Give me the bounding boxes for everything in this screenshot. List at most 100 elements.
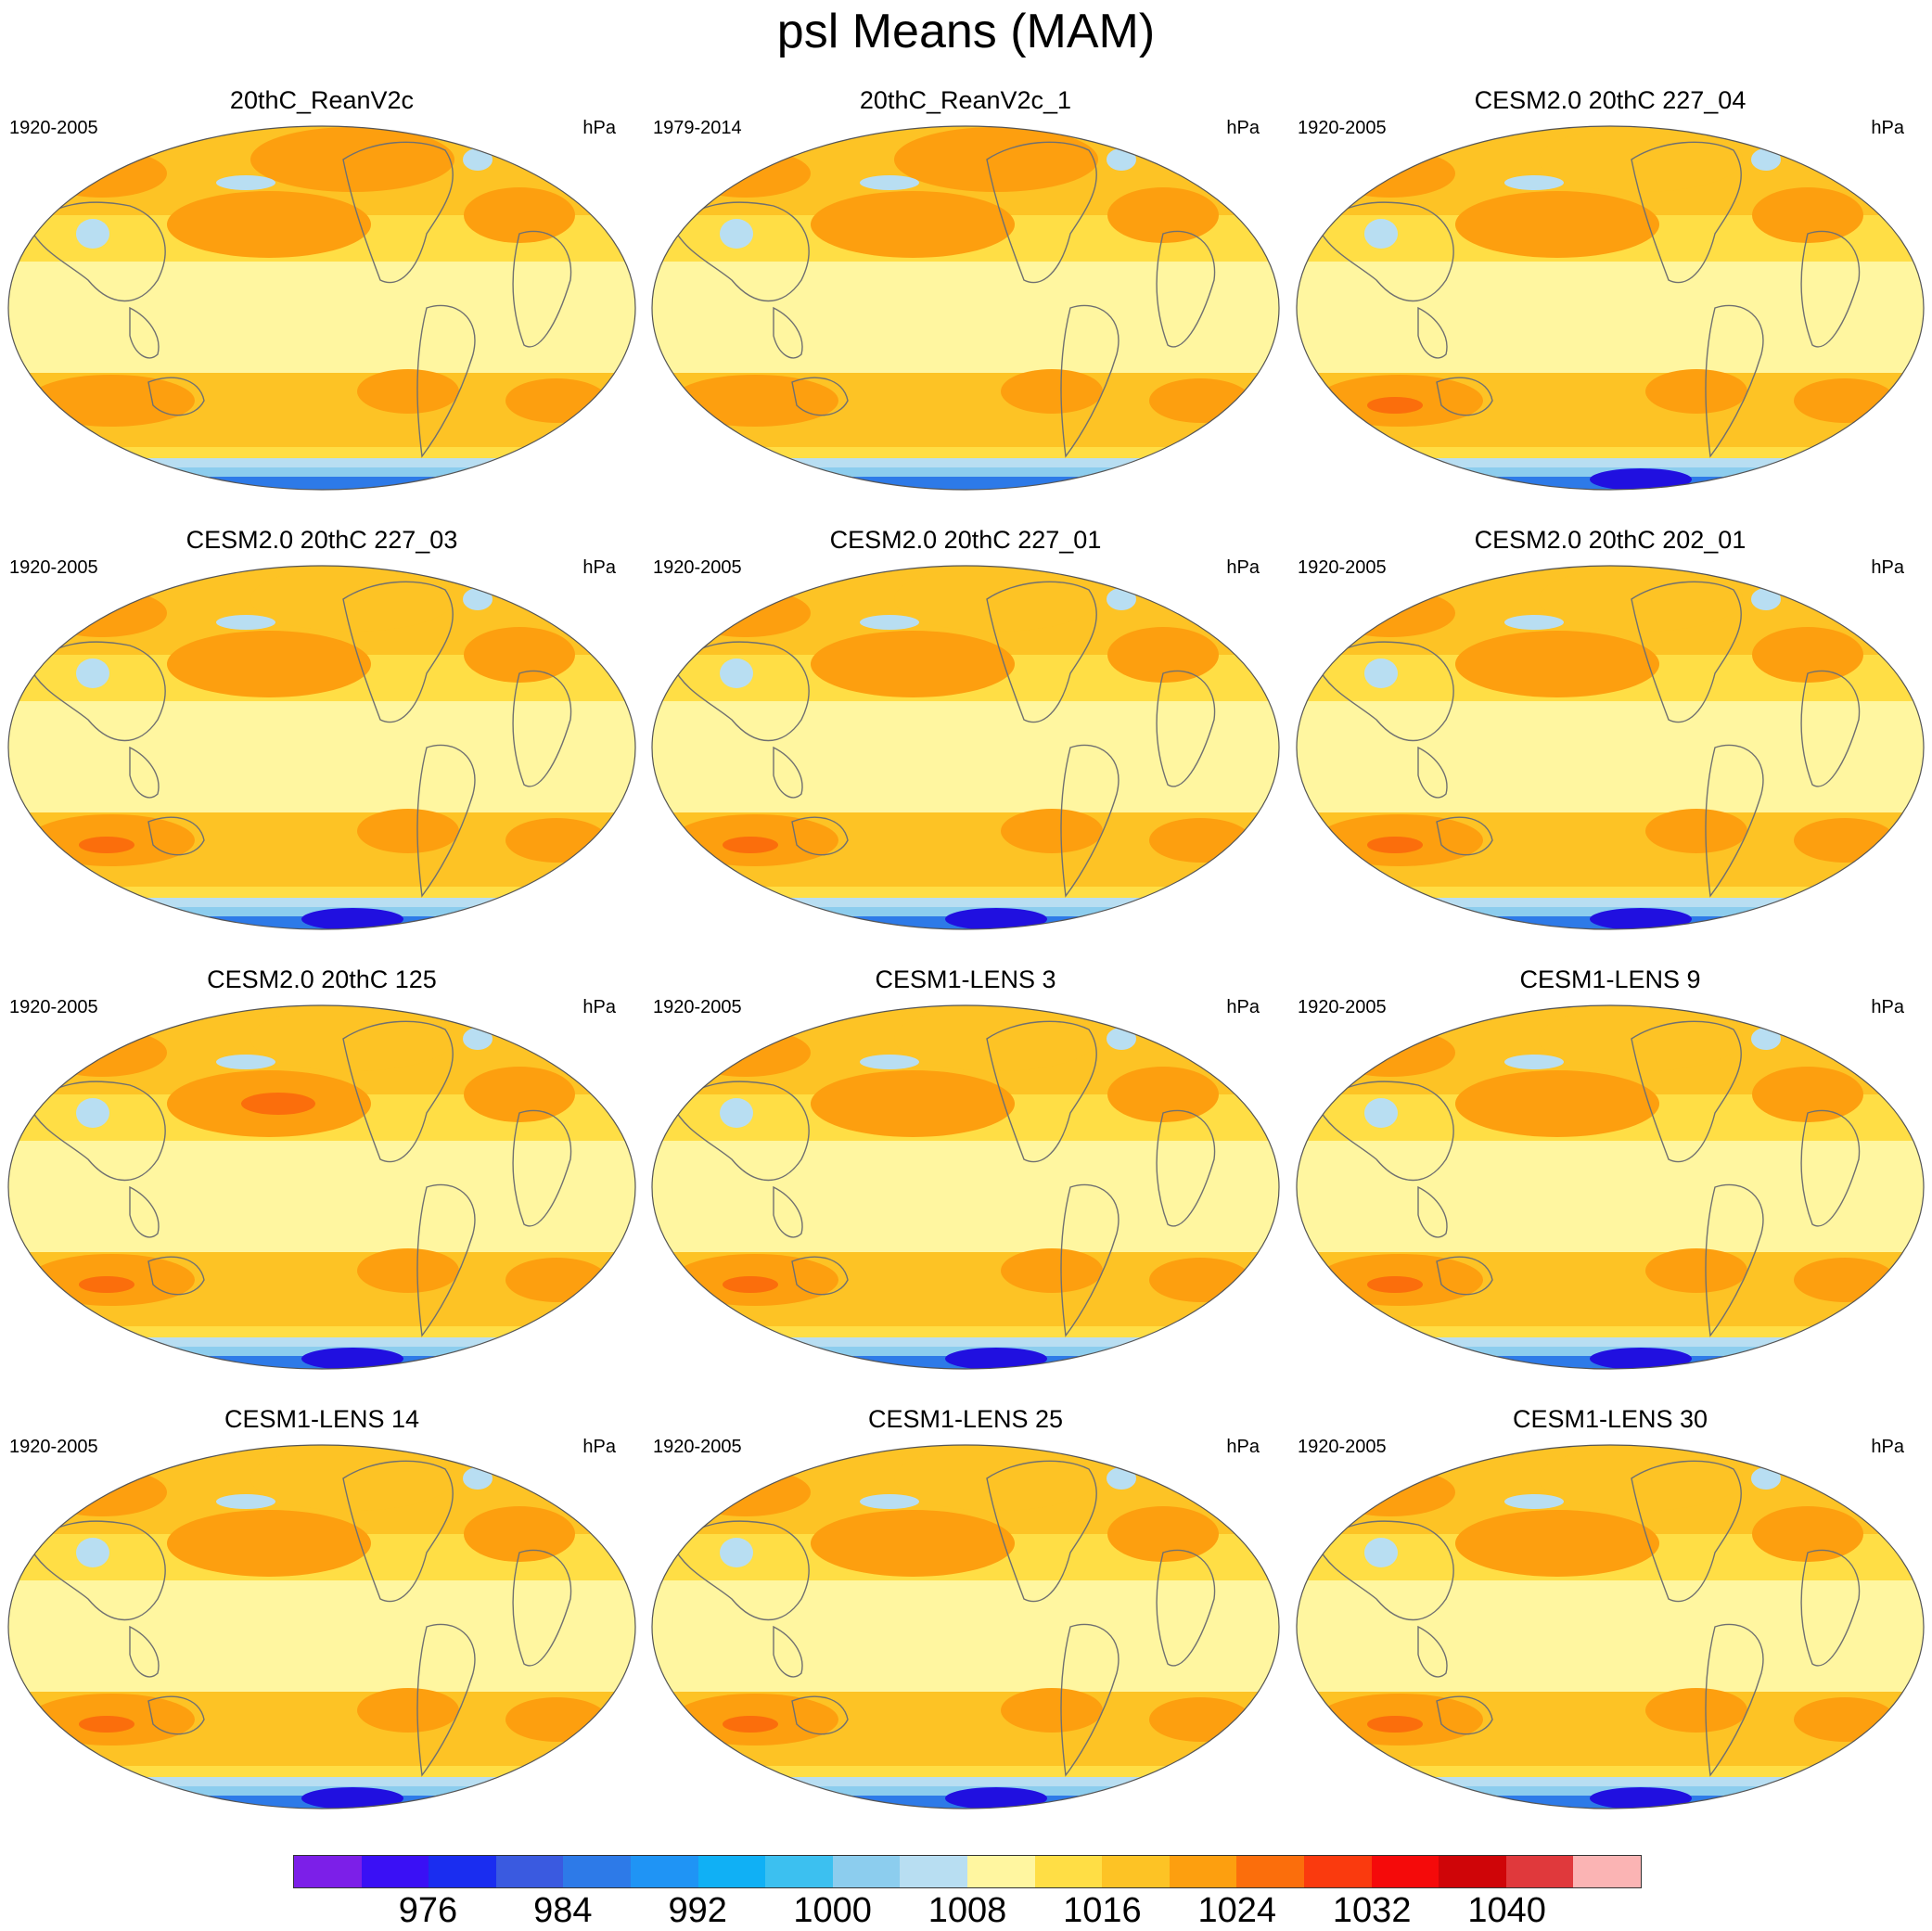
colorbar-tick-label: 1000 bbox=[793, 1891, 872, 1930]
colorbar-tick-label: 976 bbox=[398, 1891, 458, 1930]
map-panel: CESM1-LENS 9 1920-2005 hPa bbox=[1288, 965, 1932, 1400]
panel-title: CESM1-LENS 3 bbox=[875, 966, 1056, 993]
panel-title: 20thC_ReanV2c bbox=[229, 86, 415, 114]
colorbar-swatch bbox=[495, 1856, 564, 1887]
pressure-field bbox=[652, 1445, 1279, 1809]
panel-units: hPa bbox=[1871, 1437, 1904, 1457]
panel-title: CESM2.0 20thC 125 bbox=[207, 966, 437, 993]
panel-units: hPa bbox=[1871, 997, 1904, 1017]
pressure-field bbox=[652, 126, 1279, 490]
map-plot bbox=[1296, 1004, 1925, 1370]
colorbar-swatch bbox=[429, 1856, 496, 1887]
panel-title: CESM2.0 20thC 227_04 bbox=[1474, 86, 1746, 114]
panel-years: 1920-2005 bbox=[9, 997, 98, 1017]
map-panel: 20thC_ReanV2c 1920-2005 hPa bbox=[0, 85, 644, 521]
panel-years: 1979-2014 bbox=[653, 118, 742, 138]
map-outline bbox=[7, 125, 636, 491]
panel-title: CESM1-LENS 14 bbox=[224, 1405, 420, 1433]
map-plot bbox=[651, 565, 1280, 930]
panel-title: CESM1-LENS 30 bbox=[1512, 1405, 1708, 1433]
colorbar-tick-label: 984 bbox=[533, 1891, 593, 1930]
colorbar-swatch bbox=[1573, 1856, 1641, 1887]
map-panel: CESM1-LENS 14 1920-2005 hPa bbox=[0, 1404, 644, 1840]
map-plot bbox=[1296, 1444, 1925, 1810]
pressure-field bbox=[652, 566, 1279, 929]
colorbar-tick-label: 992 bbox=[668, 1891, 727, 1930]
panel-years: 1920-2005 bbox=[1298, 557, 1387, 578]
panel-units: hPa bbox=[582, 997, 616, 1017]
map-outline bbox=[7, 565, 636, 930]
pressure-field bbox=[1297, 1445, 1924, 1809]
colorbar-swatch bbox=[1034, 1856, 1103, 1887]
map-outline bbox=[7, 1444, 636, 1810]
map-panel: CESM2.0 20thC 125 1920-2005 hPa bbox=[0, 965, 644, 1400]
colorbar-swatch bbox=[1371, 1856, 1439, 1887]
panel-years: 1920-2005 bbox=[653, 557, 742, 578]
pressure-field bbox=[1297, 1005, 1924, 1369]
panel-title: CESM2.0 20thC 227_01 bbox=[829, 526, 1102, 554]
colorbar-labels: 976 984 992 1000 1008 1016 1024 1032 1040 bbox=[293, 1890, 1642, 1931]
map-panel: CESM2.0 20thC 202_01 1920-2005 hPa bbox=[1288, 525, 1932, 961]
map-plot bbox=[651, 125, 1280, 491]
pressure-field bbox=[8, 126, 635, 490]
map-outline bbox=[1296, 1444, 1925, 1810]
panel-years: 1920-2005 bbox=[9, 1437, 98, 1457]
map-outline bbox=[651, 565, 1280, 930]
colorbar-swatch bbox=[563, 1856, 631, 1887]
colorbar-tick-label: 1032 bbox=[1332, 1891, 1412, 1930]
colorbar-tick-label: 1016 bbox=[1063, 1891, 1142, 1930]
colorbar-swatch bbox=[1102, 1856, 1170, 1887]
pressure-field bbox=[1297, 566, 1924, 929]
map-panel: CESM2.0 20thC 227_04 1920-2005 hPa bbox=[1288, 85, 1932, 521]
colorbar-tick-label: 1024 bbox=[1197, 1891, 1277, 1930]
colorbar-swatch bbox=[294, 1856, 362, 1887]
panel-units: hPa bbox=[1226, 118, 1260, 138]
colorbar-swatch bbox=[1169, 1856, 1237, 1887]
colorbar-swatch bbox=[765, 1856, 833, 1887]
figure-title: psl Means (MAM) bbox=[776, 5, 1156, 58]
colorbar-swatch bbox=[1303, 1856, 1372, 1887]
colorbar-swatch bbox=[697, 1856, 766, 1887]
panel-units: hPa bbox=[582, 1437, 616, 1457]
colorbar bbox=[293, 1855, 1642, 1888]
panel-title: 20thC_ReanV2c_1 bbox=[859, 86, 1072, 114]
panel-years: 1920-2005 bbox=[653, 997, 742, 1017]
map-outline bbox=[651, 1444, 1280, 1810]
map-plot bbox=[7, 1444, 636, 1810]
pressure-field bbox=[8, 1445, 635, 1809]
panel-units: hPa bbox=[1871, 118, 1904, 138]
pressure-field bbox=[652, 1005, 1279, 1369]
map-outline bbox=[1296, 565, 1925, 930]
map-plot bbox=[7, 125, 636, 491]
map-panel: CESM1-LENS 3 1920-2005 hPa bbox=[644, 965, 1287, 1400]
map-plot bbox=[7, 565, 636, 930]
map-plot bbox=[651, 1444, 1280, 1810]
map-panel: CESM1-LENS 25 1920-2005 hPa bbox=[644, 1404, 1287, 1840]
panel-units: hPa bbox=[1226, 557, 1260, 578]
colorbar-swatch bbox=[832, 1856, 901, 1887]
map-outline bbox=[651, 1004, 1280, 1370]
colorbar-swatch bbox=[1236, 1856, 1304, 1887]
panel-units: hPa bbox=[582, 557, 616, 578]
panel-years: 1920-2005 bbox=[1298, 997, 1387, 1017]
panel-years: 1920-2005 bbox=[9, 118, 98, 138]
panel-units: hPa bbox=[1871, 557, 1904, 578]
map-plot bbox=[651, 1004, 1280, 1370]
panel-units: hPa bbox=[582, 118, 616, 138]
colorbar-tick-label: 1040 bbox=[1467, 1891, 1546, 1930]
colorbar-swatch bbox=[1439, 1856, 1506, 1887]
panel-title: CESM1-LENS 9 bbox=[1519, 966, 1701, 993]
panel-years: 1920-2005 bbox=[653, 1437, 742, 1457]
panel-years: 1920-2005 bbox=[1298, 1437, 1387, 1457]
panel-years: 1920-2005 bbox=[9, 557, 98, 578]
pressure-field bbox=[1297, 126, 1924, 490]
colorbar-swatch bbox=[361, 1856, 429, 1887]
map-panel: CESM1-LENS 30 1920-2005 hPa bbox=[1288, 1404, 1932, 1840]
map-plot bbox=[7, 1004, 636, 1370]
colorbar-swatch bbox=[966, 1856, 1035, 1887]
map-plot bbox=[1296, 125, 1925, 491]
map-outline bbox=[7, 1004, 636, 1370]
map-panel: CESM2.0 20thC 227_03 1920-2005 hPa bbox=[0, 525, 644, 961]
panel-units: hPa bbox=[1226, 1437, 1260, 1457]
map-outline bbox=[651, 125, 1280, 491]
